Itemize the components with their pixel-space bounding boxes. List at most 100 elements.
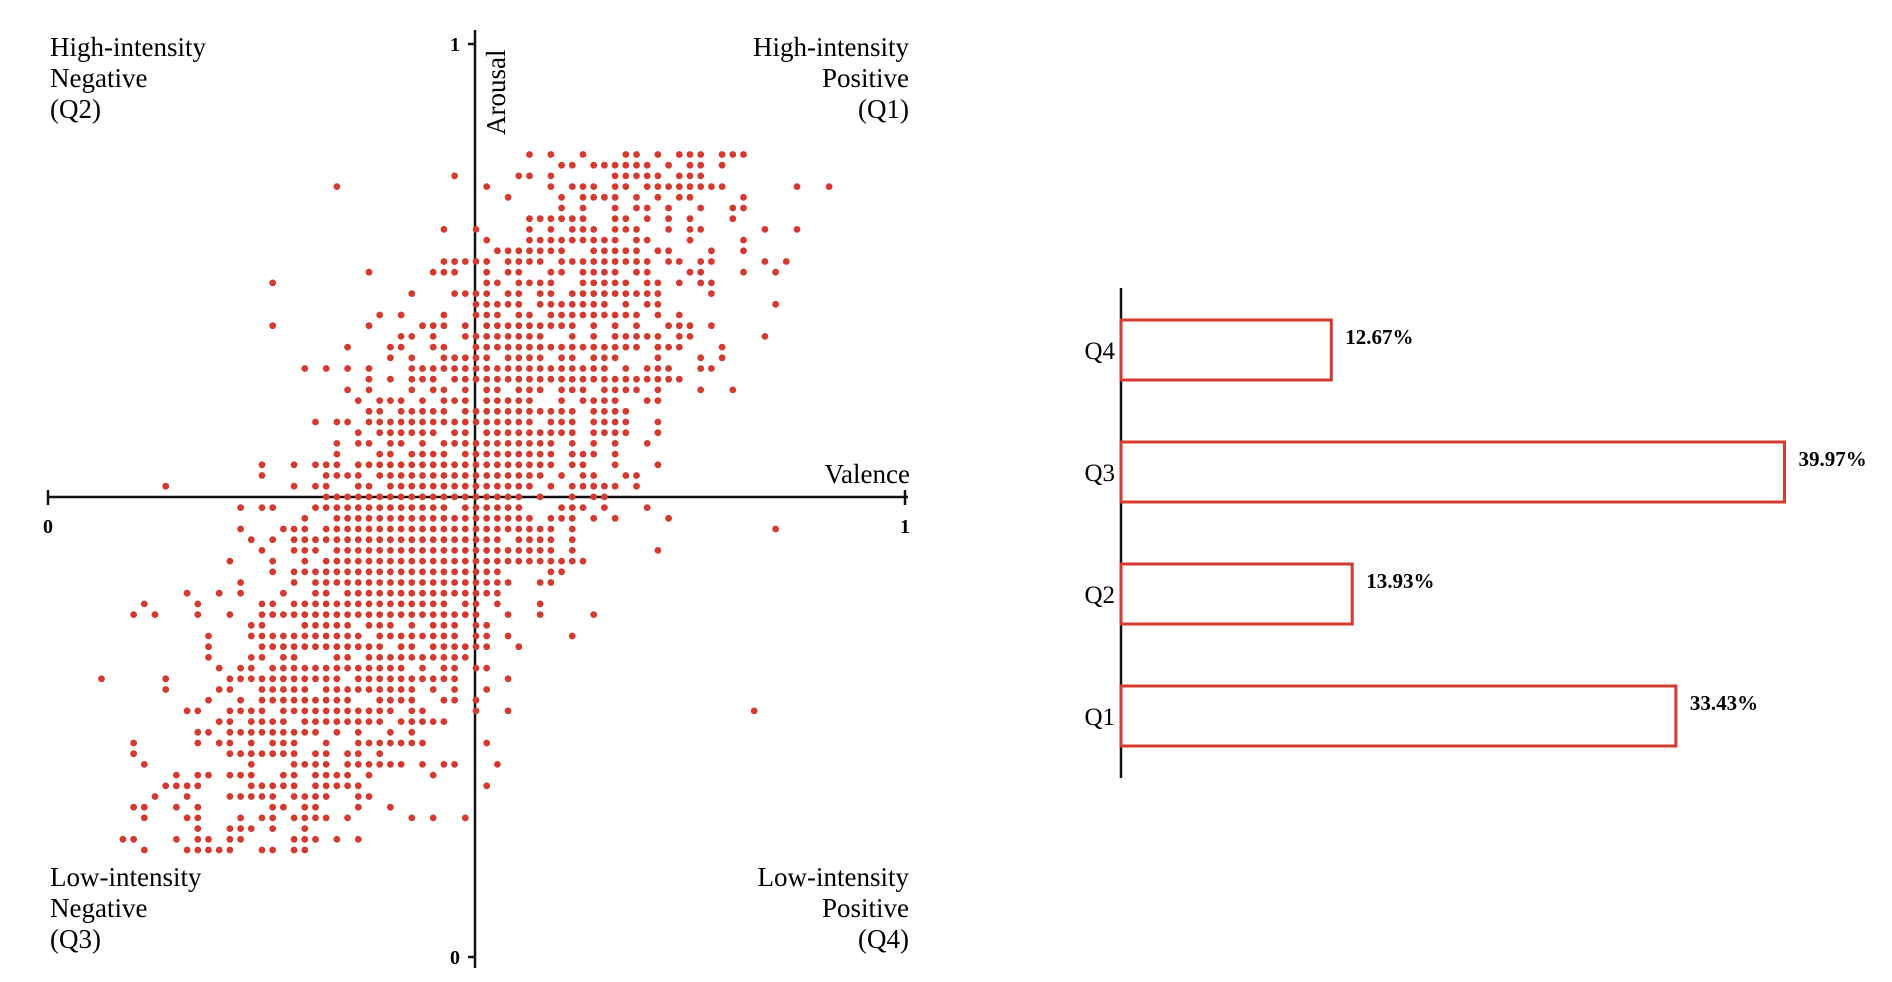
scatter-point-99 [440,504,448,511]
scatter-point-679 [633,247,640,255]
scatter-point-241 [579,365,587,372]
scatter-point-480 [194,846,202,854]
scatter-point-747 [675,343,683,351]
scatter-point-790 [333,493,341,501]
scatter-point-116 [247,728,255,736]
scatter-point-937 [504,461,512,469]
scatter-point-793 [590,407,598,415]
scatter-point-261 [494,311,501,319]
scatter-point-142 [397,696,405,704]
scatter-point-540 [590,279,598,287]
scatter-point-282 [472,525,480,533]
scatter-point-777 [461,429,469,437]
scatter-point-228 [387,589,394,597]
scatter-point-207 [461,589,469,597]
scatter-point-277 [601,407,608,415]
scatter-point-295 [419,504,426,511]
scatter-point-33 [376,664,384,672]
scatter-point-911 [194,803,202,811]
scatter-point-349 [408,365,416,372]
scatter-point-68 [397,557,405,565]
scatter-point-847 [301,536,309,544]
scatter-point-1268 [173,835,180,843]
scatter-point-1062 [558,236,565,244]
scatter-point-324 [354,547,362,554]
scatter-point-1083 [440,258,448,265]
scatter-point-1172 [472,300,480,308]
scatter-point-779 [322,557,330,565]
scatter-point-556 [226,793,234,800]
scatter-point-443 [526,536,533,544]
scatter-point-729 [536,472,544,479]
scatter-point-444 [429,450,437,458]
scatter-point-683 [290,793,298,800]
scatter-point-310 [376,718,384,725]
scatter-point-233 [419,440,426,447]
scatter-point-1239 [365,686,373,693]
scatter-point-806 [440,343,448,351]
scatter-point-478 [483,397,491,404]
scatter-point-1006 [526,236,533,244]
scatter-point-914 [590,311,598,319]
scatter-point-884 [247,793,255,800]
scatter-point-875 [387,472,394,479]
scatter-point-323 [494,504,501,511]
scatter-point-709 [536,236,544,244]
scatter-point-555 [590,429,598,437]
scatter-point-100 [526,375,533,383]
scatter-point-264 [429,514,437,522]
scatter-point-1248 [515,461,523,469]
scatter-point-414 [354,761,362,768]
scatter-point-507 [611,450,619,458]
scatter-point-196 [419,654,426,661]
scatter-point-618 [558,418,565,426]
scatter-point-1231 [237,504,245,511]
scatter-point-17 [280,707,287,715]
scatter-point-197 [429,568,437,576]
scatter-point-192 [451,761,458,768]
scatter-point-826 [205,643,212,651]
scatter-point-678 [686,333,694,340]
scatter-point-944 [590,268,598,276]
scatter-point-568 [376,579,384,586]
scatter-point-1092 [354,803,362,811]
scatter-point-95 [568,514,576,522]
scatter-point-252 [515,440,523,447]
scatter-point-93 [429,536,437,544]
scatter-point-214 [419,472,426,479]
scatter-point-1091 [483,782,491,790]
scatter-point-780 [654,290,662,297]
scatter-point-16 [558,311,565,319]
scatter-point-816 [290,664,298,672]
scatter-point-230 [429,632,437,640]
scatter-point-50 [301,846,309,854]
scatter-point-824 [515,418,523,426]
scatter-point-592 [643,258,651,265]
scatter-point-381 [708,279,715,287]
scatter-point-272 [322,664,330,672]
scatter-point-27 [387,686,394,693]
scatter-point-1067 [536,557,544,565]
scatter-point-580 [494,247,501,255]
scatter-point-322 [408,482,416,490]
scatter-point-1112 [354,632,362,640]
scatter-point-119 [451,375,458,383]
scatter-point-61 [461,450,469,458]
scatter-point-872 [451,429,458,437]
scatter-point-1070 [472,621,480,629]
scatter-point-432 [536,440,544,447]
scatter-point-929 [215,718,223,725]
scatter-point-494 [793,183,801,191]
scatter-point-467 [547,183,555,191]
scatter-point-650 [536,386,544,394]
scatter-point-1173 [301,814,309,822]
scatter-point-565 [247,707,255,715]
scatter-point-60 [718,151,726,158]
scatter-point-641 [579,375,587,383]
scatter-point-1050 [419,418,426,426]
scatter-point-575 [483,536,491,544]
scatter-point-314 [387,514,394,522]
scatter-point-765 [322,482,330,490]
scatter-point-159 [515,354,523,362]
scatter-point-398 [622,429,630,437]
